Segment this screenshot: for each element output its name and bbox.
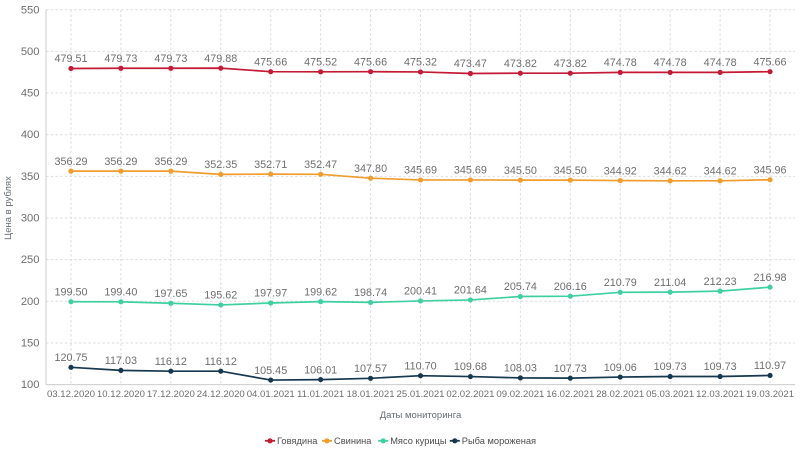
svg-text:473.82: 473.82	[554, 58, 587, 70]
svg-text:474.78: 474.78	[704, 57, 737, 69]
svg-text:105.45: 105.45	[254, 365, 287, 377]
svg-text:197.65: 197.65	[154, 288, 187, 300]
svg-text:116.12: 116.12	[155, 356, 187, 368]
svg-text:479.51: 479.51	[54, 53, 87, 65]
svg-text:345.69: 345.69	[454, 165, 487, 177]
svg-text:356.29: 356.29	[104, 156, 137, 168]
svg-text:25.01.2021: 25.01.2021	[396, 389, 444, 400]
svg-text:197.97: 197.97	[254, 288, 287, 300]
svg-text:550: 550	[21, 4, 40, 16]
svg-text:344.62: 344.62	[704, 166, 737, 178]
svg-text:120.75: 120.75	[54, 352, 87, 364]
svg-text:473.82: 473.82	[504, 58, 537, 70]
svg-text:450: 450	[21, 88, 40, 100]
svg-text:475.66: 475.66	[754, 56, 787, 68]
svg-text:Цена в рублях: Цена в рублях	[3, 176, 14, 240]
svg-text:474.78: 474.78	[604, 57, 637, 69]
svg-text:109.73: 109.73	[654, 361, 687, 373]
svg-text:Мясо курицы: Мясо курицы	[390, 436, 447, 446]
svg-text:475.52: 475.52	[304, 56, 337, 68]
svg-text:18.01.2021: 18.01.2021	[347, 389, 395, 400]
svg-text:300: 300	[21, 213, 40, 225]
svg-text:17.12.2020: 17.12.2020	[147, 389, 195, 400]
svg-text:19.03.2021: 19.03.2021	[746, 389, 794, 400]
svg-text:199.50: 199.50	[54, 286, 87, 298]
svg-text:109.68: 109.68	[454, 361, 487, 373]
svg-text:473.47: 473.47	[454, 58, 487, 70]
svg-text:05.03.2021: 05.03.2021	[646, 389, 694, 400]
svg-text:211.04: 211.04	[654, 277, 686, 289]
svg-text:345.50: 345.50	[554, 165, 587, 177]
svg-text:250: 250	[21, 254, 40, 266]
svg-text:12.03.2021: 12.03.2021	[696, 389, 744, 400]
svg-text:150: 150	[21, 337, 40, 349]
svg-text:117.03: 117.03	[105, 355, 137, 367]
svg-text:107.73: 107.73	[554, 363, 587, 375]
svg-text:110.70: 110.70	[404, 360, 436, 372]
svg-text:350: 350	[21, 171, 40, 183]
svg-text:201.64: 201.64	[454, 285, 487, 297]
svg-text:106.01: 106.01	[304, 364, 337, 376]
svg-text:479.88: 479.88	[204, 53, 237, 65]
svg-text:356.29: 356.29	[154, 156, 187, 168]
svg-text:479.73: 479.73	[104, 53, 137, 65]
svg-text:352.47: 352.47	[304, 159, 337, 171]
svg-text:107.57: 107.57	[354, 363, 387, 375]
svg-text:475.66: 475.66	[354, 56, 387, 68]
svg-text:Даты мониторинга: Даты мониторинга	[380, 410, 462, 421]
svg-text:345.69: 345.69	[404, 165, 437, 177]
svg-text:200.41: 200.41	[404, 286, 437, 298]
svg-text:356.29: 356.29	[54, 156, 87, 168]
svg-text:200: 200	[21, 296, 40, 308]
svg-text:24.12.2020: 24.12.2020	[197, 389, 245, 400]
svg-text:212.23: 212.23	[704, 276, 737, 288]
svg-text:352.71: 352.71	[254, 159, 287, 171]
svg-text:02.02.2021: 02.02.2021	[446, 389, 494, 400]
svg-text:109.73: 109.73	[704, 361, 737, 373]
svg-text:Говядина: Говядина	[277, 436, 318, 446]
svg-text:500: 500	[21, 46, 40, 58]
svg-text:474.78: 474.78	[654, 57, 687, 69]
svg-text:344.92: 344.92	[604, 165, 637, 177]
svg-text:479.73: 479.73	[154, 53, 187, 65]
svg-text:475.32: 475.32	[404, 57, 437, 69]
svg-text:100: 100	[21, 379, 40, 391]
svg-text:199.40: 199.40	[104, 287, 137, 299]
svg-text:344.62: 344.62	[654, 166, 687, 178]
svg-text:Рыба мороженая: Рыба мороженая	[462, 436, 536, 446]
svg-text:108.03: 108.03	[504, 363, 537, 375]
svg-text:109.06: 109.06	[604, 362, 637, 374]
svg-text:28.02.2021: 28.02.2021	[596, 389, 644, 400]
svg-text:110.97: 110.97	[754, 360, 786, 372]
svg-text:11.01.2021: 11.01.2021	[297, 389, 344, 400]
svg-text:04.01.2021: 04.01.2021	[247, 389, 295, 400]
svg-text:206.16: 206.16	[554, 281, 587, 293]
svg-text:03.12.2020: 03.12.2020	[47, 389, 95, 400]
svg-text:400: 400	[21, 129, 40, 141]
svg-text:195.62: 195.62	[204, 290, 237, 302]
svg-text:345.50: 345.50	[504, 165, 537, 177]
svg-text:210.79: 210.79	[604, 277, 637, 289]
svg-text:347.80: 347.80	[354, 163, 387, 175]
svg-text:475.66: 475.66	[254, 56, 287, 68]
svg-text:216.98: 216.98	[754, 272, 787, 284]
svg-text:Свинина: Свинина	[334, 436, 372, 446]
svg-text:198.74: 198.74	[354, 287, 387, 299]
svg-text:199.62: 199.62	[304, 286, 337, 298]
svg-text:09.02.2021: 09.02.2021	[496, 389, 544, 400]
svg-text:352.35: 352.35	[204, 159, 237, 171]
svg-text:345.96: 345.96	[754, 164, 787, 176]
svg-text:10.12.2020: 10.12.2020	[97, 389, 145, 400]
svg-text:116.12: 116.12	[205, 356, 237, 368]
svg-text:205.74: 205.74	[504, 281, 537, 293]
svg-text:16.02.2021: 16.02.2021	[546, 389, 594, 400]
